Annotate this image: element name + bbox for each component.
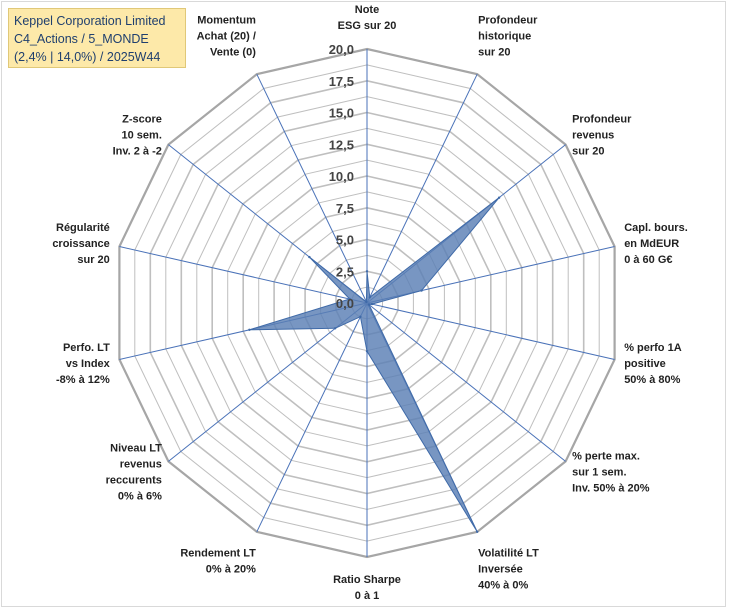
axis-label: Volatilité LT Inversée 40% à 0%: [478, 547, 539, 591]
tick-label: 10,0: [329, 169, 354, 184]
data-point: [359, 315, 362, 318]
data-point: [370, 302, 374, 306]
axis-label: Ratio Sharpe 0 à 1: [333, 574, 401, 602]
data-point: [476, 530, 479, 533]
axis-spoke: [366, 73, 478, 304]
axis-label: Rendement LT 0% à 20%: [180, 547, 256, 575]
axis-spoke: [168, 302, 368, 462]
tick-label: 7,5: [336, 201, 354, 216]
axis-spoke: [256, 73, 368, 304]
title-company: Keppel Corporation Limited: [14, 14, 166, 28]
axis-label: Capl. bours. en MdEUR 0 à 60 G€: [624, 222, 688, 266]
title-box: Keppel Corporation Limited C4_Actions / …: [8, 8, 186, 68]
axis-label: Z-score 10 sem. Inv. 2 à -2: [113, 114, 162, 158]
axis-spoke: [366, 302, 615, 360]
data-point: [348, 297, 351, 301]
data-point: [308, 255, 311, 259]
data-point: [365, 300, 368, 304]
tick-layer: 0,0 2,5 5,0 7,5 10,0 12,5 15,0 17,5 20,0: [329, 42, 354, 311]
axis-label: % perte max. sur 1 sem. Inv. 50% à 20%: [572, 450, 650, 494]
tick-label: 0,0: [336, 296, 354, 311]
axis-label: Profondeur revenus sur 20: [572, 114, 632, 158]
data-point: [365, 350, 369, 353]
data-point: [365, 270, 369, 273]
title-period: (2,4% | 14,0%) / 2025W44: [14, 50, 161, 64]
data-point: [368, 296, 371, 299]
label-layer: Note ESG sur 20 Profondeur historique sur 20…: [52, 4, 687, 602]
axis-label: Régularité croissance sur 20: [52, 222, 109, 266]
axis-label: Note ESG sur 20: [338, 4, 397, 32]
data-point: [497, 196, 501, 199]
axis-spoke: [119, 246, 368, 304]
tick-label: 17,5: [329, 74, 354, 89]
tick-label: 2,5: [336, 264, 354, 279]
data-point: [367, 303, 371, 306]
tick-label: 15,0: [329, 106, 354, 121]
data-point: [248, 328, 251, 331]
tick-label: 5,0: [336, 233, 354, 248]
tick-label: 20,0: [329, 42, 354, 57]
axis-spoke: [256, 302, 368, 533]
axis-label: % perfo 1A positive 50% à 80%: [624, 342, 682, 386]
axis-label: Perfo. LT vs Index -8% à 12%: [56, 342, 111, 386]
axis-label: Profondeur historique sur 20: [478, 15, 538, 59]
tick-label: 12,5: [329, 137, 354, 152]
axis-label: Momentum Achat (20) / Vente (0): [197, 15, 257, 59]
data-point: [334, 327, 337, 330]
axis-label: Niveau LT revenus reccurents 0% à 6%: [106, 442, 163, 502]
series-layer: [248, 196, 501, 533]
title-category: C4_Actions / 5_MONDE: [14, 32, 149, 46]
data-point: [420, 289, 423, 292]
axis-spoke: [366, 302, 566, 462]
